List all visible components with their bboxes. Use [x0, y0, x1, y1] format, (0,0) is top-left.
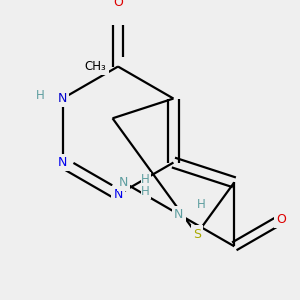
- Text: S: S: [193, 228, 201, 241]
- Text: N: N: [174, 208, 184, 221]
- Text: H: H: [36, 89, 45, 102]
- Text: H: H: [141, 185, 150, 198]
- Text: N: N: [119, 176, 128, 189]
- Text: H: H: [141, 172, 150, 186]
- Text: N: N: [113, 188, 123, 201]
- Text: N: N: [58, 92, 67, 105]
- Text: N: N: [58, 156, 67, 169]
- Text: CH₃: CH₃: [85, 60, 106, 73]
- Text: O: O: [277, 213, 286, 226]
- Text: H: H: [197, 198, 206, 211]
- Text: O: O: [113, 0, 123, 9]
